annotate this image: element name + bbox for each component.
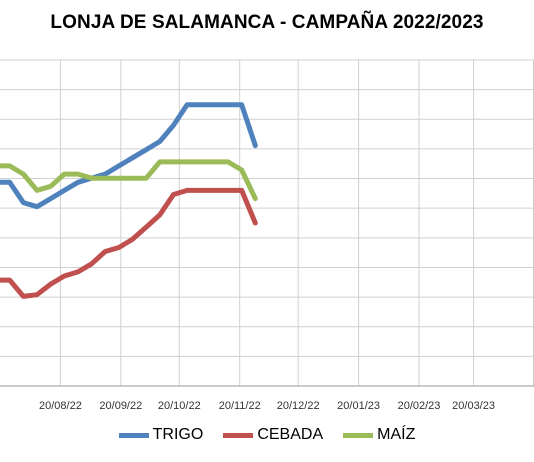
legend-swatch-maiz (343, 432, 374, 438)
legend-label-maiz: MAÍZ (377, 426, 416, 443)
chart-title: LONJA DE SALAMANCA - CAMPAÑA 2022/2023 (50, 12, 484, 33)
x-tick-label: 20/03/23 (452, 400, 495, 412)
x-tick-label: 20/08/22 (39, 400, 82, 412)
gridlines (0, 59, 534, 387)
x-axis-ticks: 20/08/22 20/09/22 20/10/22 20/11/22 20/12/22… (39, 400, 495, 412)
x-tick-label: 20/09/22 (99, 400, 142, 412)
series-line-cebada (0, 187, 258, 299)
legend-item-trigo: TRIGO (118, 426, 204, 444)
x-tick-label: 20/12/22 (277, 400, 320, 412)
legend-label-cebada: CEBADA (257, 426, 324, 443)
legend: TRIGO CEBADA MAÍZ (0, 426, 534, 444)
legend-label-trigo: TRIGO (152, 426, 204, 443)
series-line-maiz (0, 159, 258, 202)
legend-swatch-trigo (118, 432, 149, 438)
x-tick-label: 20/10/22 (158, 400, 201, 412)
legend-item-cebada: CEBADA (223, 426, 323, 444)
series-line-trigo (0, 102, 258, 210)
x-tick-label: 20/01/23 (337, 400, 380, 412)
x-tick-label: 20/11/22 (219, 400, 261, 412)
legend-item-maiz: MAÍZ (343, 426, 415, 444)
legend-swatch-cebada (223, 432, 254, 438)
series-lines (0, 102, 258, 299)
x-tick-label: 20/02/23 (398, 400, 441, 412)
